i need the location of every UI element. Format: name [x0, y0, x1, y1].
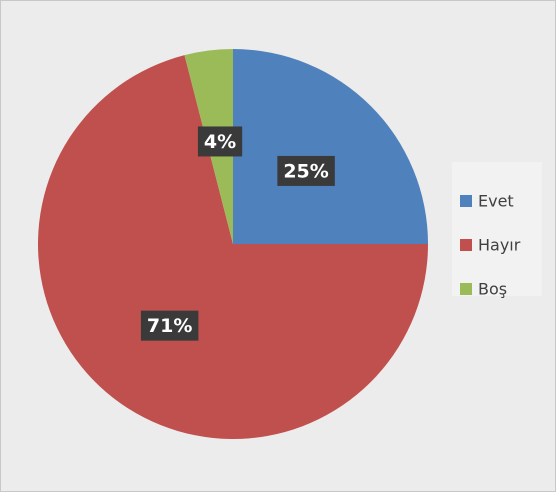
data-label-box: [140, 310, 199, 341]
pie-slice: [233, 49, 428, 244]
legend-label: Hayır: [478, 236, 521, 255]
legend-label: Evet: [478, 192, 514, 211]
data-label: 71%: [147, 315, 192, 337]
legend-label: Boş: [478, 280, 507, 299]
legend-swatch: [460, 195, 472, 207]
data-label-box: [277, 155, 335, 186]
pie-slice: [38, 55, 428, 440]
data-label-box: [197, 126, 243, 157]
legend-swatch: [460, 239, 472, 251]
legend-swatch: [460, 283, 472, 295]
legend-box: [452, 162, 542, 296]
data-label: 25%: [283, 160, 328, 182]
data-label: 4%: [204, 131, 236, 153]
